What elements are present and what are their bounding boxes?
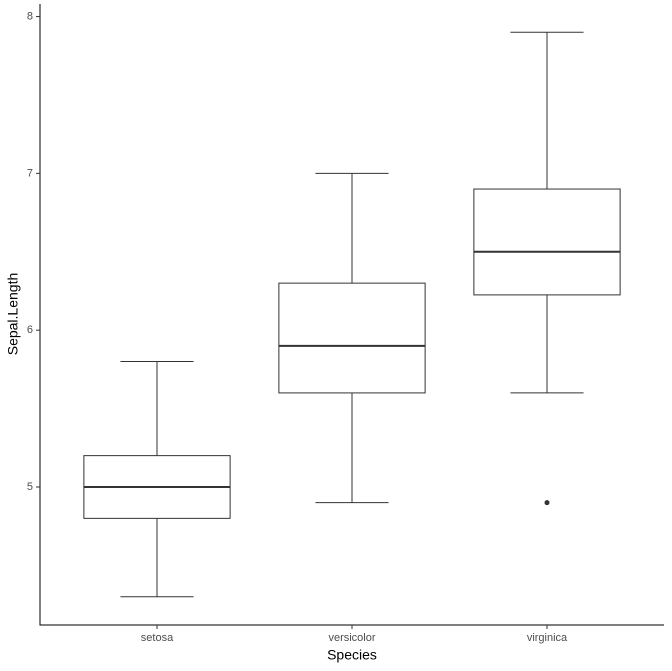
x-tick-label: virginica bbox=[527, 632, 568, 644]
y-tick-label: 5 bbox=[27, 481, 33, 493]
x-axis-title: Species bbox=[327, 647, 377, 663]
box bbox=[278, 282, 426, 394]
y-tick-label: 6 bbox=[27, 324, 33, 336]
y-tick-label: 7 bbox=[27, 167, 33, 179]
y-axis-title: Sepal.Length bbox=[5, 273, 21, 356]
x-tick-label: versicolor bbox=[328, 632, 375, 644]
y-tick-label: 8 bbox=[27, 10, 33, 22]
box bbox=[473, 188, 621, 296]
x-tick-label: setosa bbox=[141, 632, 174, 644]
outlier bbox=[544, 500, 550, 506]
